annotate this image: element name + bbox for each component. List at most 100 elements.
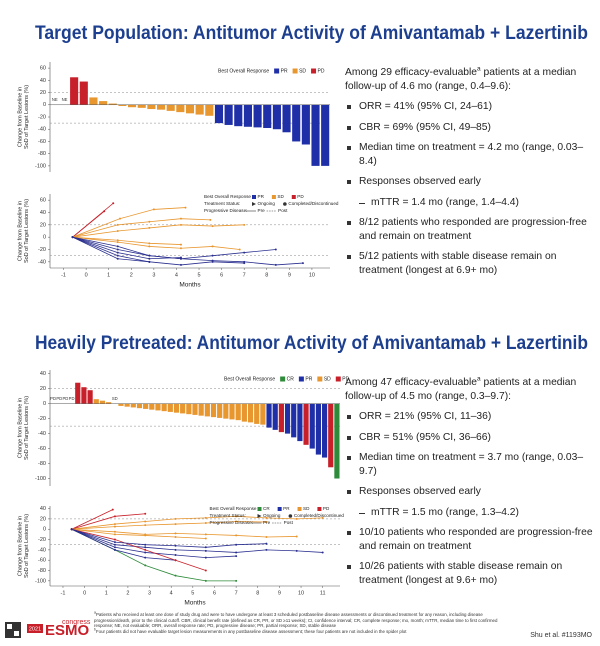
data-point: [301, 262, 304, 265]
bar: [254, 403, 260, 424]
legend-marker: [257, 514, 262, 518]
qr-code: [14, 631, 19, 636]
data-point: [204, 556, 207, 559]
y-tick-label: -80: [38, 151, 46, 157]
bar: [118, 104, 127, 106]
bar: [136, 403, 143, 409]
bar: [130, 403, 136, 408]
data-point: [265, 516, 268, 519]
bar: [292, 104, 301, 142]
intro-text: patients at a median follow-up of 4.5 mo…: [345, 377, 577, 402]
bar: [106, 402, 112, 404]
bar: [147, 104, 156, 110]
value-label: NE: [62, 97, 68, 102]
data-point: [179, 223, 182, 226]
series-line: [72, 224, 245, 238]
data-point: [235, 551, 238, 554]
bar: [229, 403, 235, 420]
data-point: [211, 245, 214, 248]
bar: [108, 103, 117, 105]
data-point: [103, 210, 106, 213]
bar: [155, 403, 161, 411]
bar: [321, 403, 328, 458]
data-point: [295, 535, 298, 538]
data-point: [174, 535, 177, 538]
legend-label: PR: [305, 376, 312, 382]
bar: [243, 104, 252, 127]
y-tick-label: 40: [40, 210, 46, 216]
data-point: [116, 248, 119, 251]
legend-label: Ongoing: [258, 201, 276, 206]
legend-title: Best Overall Response: [224, 376, 275, 382]
x-tick-label: 2: [130, 272, 133, 278]
data-point: [243, 251, 246, 254]
data-point: [144, 533, 147, 536]
bar: [217, 403, 223, 418]
x-tick-label: 5: [191, 590, 194, 596]
legend-swatch: [311, 68, 317, 74]
y-tick-label: -60: [38, 558, 46, 564]
data-point: [204, 546, 207, 549]
x-tick-label: 4: [175, 272, 178, 278]
data-point: [174, 517, 177, 520]
intro-text: patients at a median follow-up of 4.6 mo…: [345, 67, 577, 92]
bar: [99, 400, 106, 404]
bar: [234, 104, 243, 127]
data-point: [144, 512, 147, 515]
y-tick-label: -80: [38, 461, 46, 467]
data-point: [144, 524, 147, 527]
data-point: [265, 542, 268, 545]
data-point: [70, 528, 73, 531]
data-point: [179, 257, 182, 260]
legend-label: Ongoing: [263, 513, 281, 518]
bar: [241, 403, 247, 422]
data-point: [204, 533, 207, 536]
x-tick-label: 7: [235, 590, 238, 596]
value-label: SD: [112, 396, 118, 401]
legend-swatch: [277, 507, 282, 511]
legend-title: Best Overall Response: [210, 506, 257, 511]
y-tick-label: 0: [43, 102, 46, 108]
bar: [198, 403, 204, 416]
footnote-ref: a: [477, 65, 481, 73]
data-point: [116, 251, 119, 254]
bar: [186, 403, 192, 415]
bar: [297, 403, 303, 442]
series-line: [71, 528, 297, 538]
legend-title: Progressive Disease:: [210, 520, 253, 525]
legend-swatch: [298, 376, 304, 382]
x-tick-label: 0: [85, 272, 88, 278]
y-axis-label: Change from Baseline in: [17, 516, 23, 576]
data-point: [148, 254, 151, 257]
data-point: [113, 548, 116, 551]
legend-swatch: [280, 376, 286, 382]
x-tick-label: 1: [105, 590, 108, 596]
y-tick-label: 40: [40, 371, 46, 377]
bar: [272, 104, 281, 130]
bar: [309, 403, 315, 449]
y-tick-label: 60: [40, 198, 46, 204]
data-point: [148, 220, 151, 223]
data-point: [174, 544, 177, 547]
data-point: [116, 239, 119, 242]
y-tick-label: -60: [38, 139, 46, 145]
y-tick-label: -60: [38, 446, 46, 452]
bar: [192, 403, 198, 415]
legend-label: Completed/Discontinued: [288, 201, 338, 206]
bar: [301, 104, 310, 145]
footnote-mark: a: [94, 610, 96, 615]
y-tick-label: 20: [40, 386, 46, 392]
bar: [278, 403, 284, 433]
bar: [205, 104, 214, 116]
bar: [137, 104, 146, 108]
bar: [214, 104, 224, 124]
y-tick-label: -80: [38, 568, 46, 574]
bar: [210, 403, 217, 418]
y-tick-label: 0: [43, 235, 46, 241]
data-point: [113, 543, 116, 546]
logo-word: congress: [62, 619, 91, 626]
legend-swatch: [317, 507, 322, 511]
bar: [99, 101, 108, 105]
data-point: [204, 516, 207, 519]
bullet: Responses observed early: [345, 175, 593, 189]
